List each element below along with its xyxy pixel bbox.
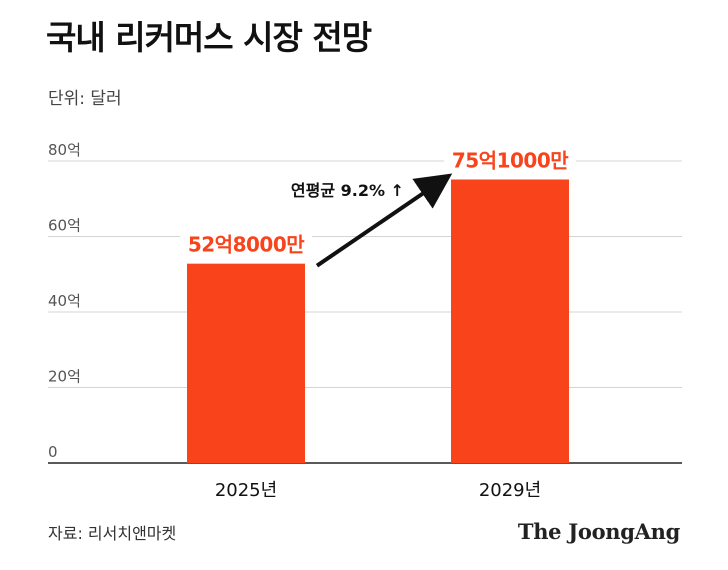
y-tick-label: 40억: [48, 292, 81, 310]
growth-arrow: [315, 173, 453, 268]
x-tick-label: 2025년: [215, 480, 277, 501]
growth-annotation: 연평균 9.2% ↑: [291, 181, 404, 200]
value-label-background: [180, 231, 312, 256]
value-label: 75억1000만: [452, 148, 569, 172]
publisher-logo: The JoongAng: [517, 519, 680, 544]
unit-label: 단위: 달러: [48, 89, 122, 109]
grid-layer: [48, 160, 682, 464]
bar-1: [187, 263, 305, 463]
y-tick-label: 0: [48, 443, 58, 461]
bar-2: [451, 179, 569, 463]
bar-layer: [187, 179, 569, 463]
x-tick-label: 2029년: [479, 480, 541, 501]
y-tick-label: 20억: [48, 368, 81, 386]
value-label-background: [444, 147, 576, 172]
value-label: 52억8000만: [188, 233, 305, 257]
source-note: 자료: 리서치앤마켓: [48, 524, 177, 543]
label-layer: 0 20억 40억 60억 80억 52억8000만 2025년 75억1000만 2029년 연…: [48, 141, 576, 501]
y-tick-label: 60억: [48, 217, 81, 235]
y-tick-label: 80억: [48, 141, 81, 159]
chart-title: 국내 리커머스 시장 전망: [46, 18, 372, 57]
